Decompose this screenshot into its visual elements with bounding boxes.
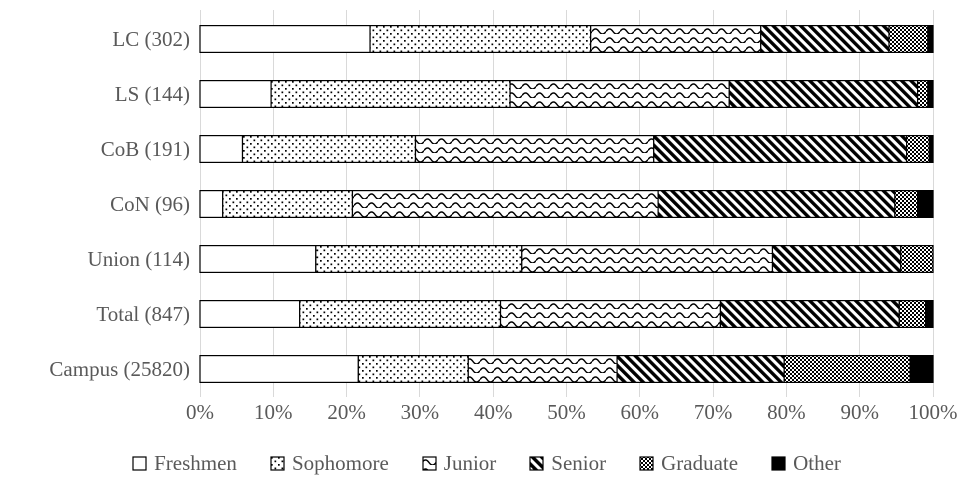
bar-segment-graduate	[917, 80, 929, 108]
legend-item-junior: Junior	[422, 451, 497, 476]
bar-segment-graduate	[783, 355, 911, 383]
legend-marker-diagonal-icon	[529, 456, 544, 471]
axis-tick	[932, 392, 934, 397]
category-label: LC (302)	[112, 27, 190, 51]
axis-tick	[785, 392, 787, 397]
legend-item-sophomore: Sophomore	[270, 451, 389, 476]
axis-tick	[272, 392, 274, 397]
bar-segment-freshmen	[199, 190, 224, 218]
bar-segment-junior	[521, 245, 774, 273]
axis-tick	[492, 392, 494, 397]
x-tick-label: 10%	[254, 400, 293, 424]
stacked-bar	[199, 355, 934, 383]
stacked-bar	[199, 80, 934, 108]
category-label: CoN (96)	[110, 192, 190, 216]
legend-marker-dots-icon	[270, 456, 285, 471]
legend-marker-waves-icon	[422, 456, 437, 471]
legend-label: Freshmen	[154, 451, 237, 475]
x-tick-label: 70%	[693, 400, 733, 424]
bar-segment-freshmen	[199, 80, 272, 108]
bar-segment-graduate	[906, 135, 930, 163]
category-label: Total (847)	[96, 302, 190, 326]
stacked-bar	[199, 135, 934, 163]
legend-item-graduate: Graduate	[639, 451, 738, 476]
legend-label: Junior	[443, 451, 497, 475]
bar-segment-junior	[414, 135, 655, 163]
legend-label: Senior	[551, 451, 607, 475]
x-tick-label: 20%	[327, 400, 366, 424]
axis-tick	[639, 392, 641, 397]
x-tick-label: 80%	[767, 400, 806, 424]
legend-label: Sophomore	[291, 451, 389, 475]
bar-segment-sophomore	[369, 25, 592, 53]
bar-segment-senior	[653, 135, 908, 163]
bar-segment-freshmen	[199, 245, 317, 273]
stacked-bar	[199, 190, 934, 218]
bar-segment-sophomore	[241, 135, 417, 163]
bar-segment-other	[927, 25, 934, 53]
bar-segment-senior	[728, 80, 919, 108]
plot-area: LC (302) LS (144) CoB (191) CoN (96) Union (…	[49, 10, 934, 397]
category-label: Campus (25820)	[49, 357, 190, 381]
x-tick-label: 30%	[400, 400, 440, 424]
axis-tick	[712, 392, 714, 397]
legend-item-senior: Senior	[529, 451, 606, 476]
x-tick-label: 50%	[547, 400, 586, 424]
bar-segment-senior	[760, 25, 890, 53]
bar-segment-freshmen	[199, 300, 301, 328]
x-tick-label: 100%	[908, 400, 958, 424]
bar-segment-freshmen	[199, 355, 359, 383]
bar-segment-junior	[509, 80, 730, 108]
legend-marker-solid-icon	[771, 456, 786, 471]
bar-segment-graduate	[900, 245, 934, 273]
x-tick-label: 0%	[186, 400, 214, 424]
axis-tick	[346, 392, 348, 397]
bar-segment-senior	[616, 355, 785, 383]
bar-segment-junior	[499, 300, 722, 328]
bar-segment-sophomore	[270, 80, 511, 108]
bar-segment-other	[928, 135, 934, 163]
x-tick-label: 40%	[473, 400, 513, 424]
bar-segment-other	[925, 300, 934, 328]
axis-tick	[199, 392, 201, 397]
stacked-bar	[199, 25, 934, 53]
bar-segment-senior	[657, 190, 896, 218]
axis-tick	[419, 392, 421, 397]
category-label: Union (114)	[87, 247, 190, 271]
legend-label: Other	[793, 451, 841, 475]
axis-tick	[859, 392, 861, 397]
x-tick-label: 90%	[840, 400, 879, 424]
stacked-bar	[199, 300, 934, 328]
bar-segment-graduate	[888, 25, 929, 53]
bar-segment-junior	[351, 190, 659, 218]
legend: Freshmen Sophomore Junior Senior Graduate Oth…	[0, 451, 973, 476]
bar-segment-senior	[771, 245, 902, 273]
bar-segment-other	[909, 355, 934, 383]
stacked-bar	[199, 245, 934, 273]
legend-marker-checker-icon	[639, 456, 654, 471]
legend-marker-plain-icon	[132, 456, 147, 471]
category-label: CoB (191)	[100, 137, 190, 161]
bar-segment-sophomore	[222, 190, 354, 218]
bar-segment-freshmen	[199, 25, 371, 53]
bar-segment-sophomore	[299, 300, 502, 328]
x-tick-label: 60%	[620, 400, 660, 424]
legend-label: Graduate	[661, 451, 739, 475]
bar-segment-senior	[719, 300, 900, 328]
axis-tick	[566, 392, 567, 397]
bar-segment-graduate	[894, 190, 919, 218]
category-label: LS (144)	[114, 82, 190, 106]
bar-segment-graduate	[898, 300, 927, 328]
legend-item-other: Other	[771, 451, 841, 476]
bar-segment-other	[917, 190, 934, 218]
bar-segment-junior	[590, 25, 762, 53]
bar-segment-sophomore	[315, 245, 523, 273]
bar-segment-junior	[467, 355, 618, 383]
legend-item-freshmen: Freshmen	[132, 451, 237, 476]
bar-segment-sophomore	[357, 355, 469, 383]
bar-segment-other	[927, 80, 934, 108]
bar-segment-freshmen	[199, 135, 244, 163]
